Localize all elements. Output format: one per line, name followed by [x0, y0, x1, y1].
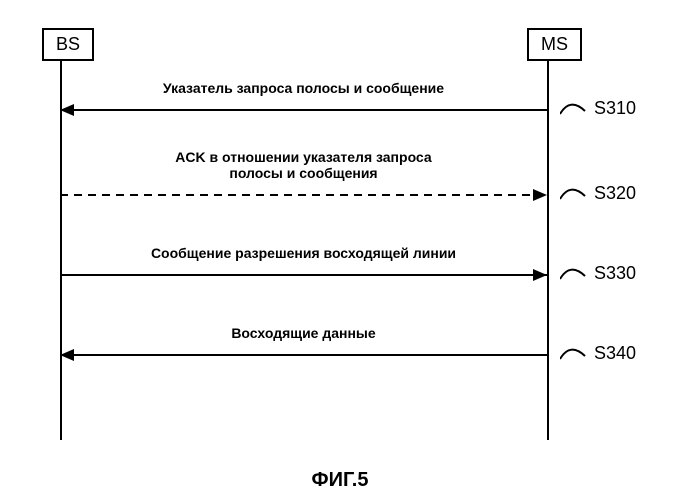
step-s330-container: S330: [560, 263, 636, 284]
message-s320-label: ACK в отношении указателя запроса полосы…: [60, 149, 547, 181]
message-s320-label-line2: полосы и сообщения: [229, 165, 377, 181]
arrow-s340: [60, 345, 547, 365]
step-s310-curve: [560, 99, 590, 119]
step-s320-container: S320: [560, 183, 636, 204]
message-s310-label: Указатель запроса полосы и сообщение: [60, 80, 547, 96]
arrow-s320: [60, 185, 547, 205]
step-s340-container: S340: [560, 343, 636, 364]
step-s330-curve: [560, 264, 590, 284]
step-s310-container: S310: [560, 98, 636, 119]
step-s330-text: S330: [594, 263, 636, 284]
entity-bs-label: BS: [56, 34, 80, 54]
step-s320-curve: [560, 184, 590, 204]
message-s330-label: Сообщение разрешения восходящей линии: [60, 245, 547, 261]
figure-caption: ФИГ.5: [0, 469, 680, 492]
step-s340-curve: [560, 344, 590, 364]
lifeline-ms: [547, 60, 549, 440]
entity-ms-box: MS: [527, 28, 582, 61]
step-s310-text: S310: [594, 98, 636, 119]
message-s320-label-line1: ACK в отношении указателя запроса: [175, 149, 431, 165]
message-s340-label: Восходящие данные: [60, 325, 547, 341]
step-s320-text: S320: [594, 183, 636, 204]
sequence-diagram: BS MS Указатель запроса полосы и сообщен…: [0, 0, 680, 500]
step-s340-text: S340: [594, 343, 636, 364]
entity-bs-box: BS: [42, 28, 94, 61]
arrow-s310: [60, 100, 547, 120]
arrow-s330: [60, 265, 547, 285]
entity-ms-label: MS: [541, 34, 568, 54]
